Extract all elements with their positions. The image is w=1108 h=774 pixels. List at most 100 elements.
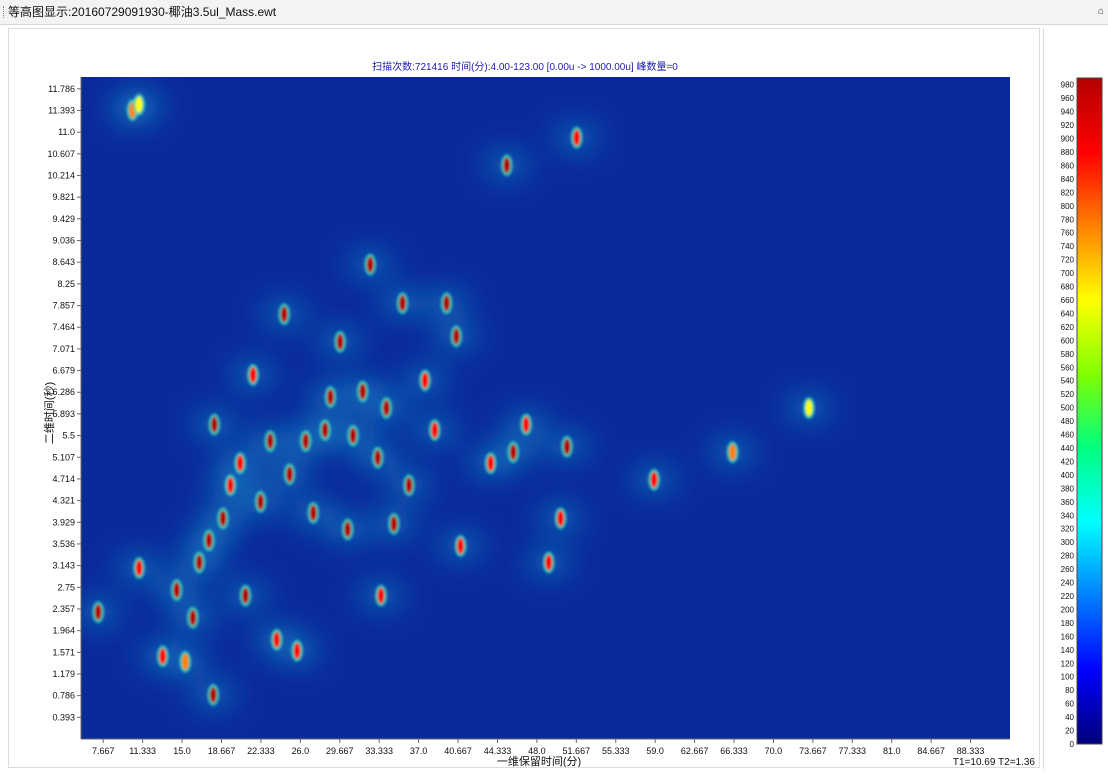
y-axis-label: 二维时间(秒) bbox=[42, 382, 56, 444]
y-tick-label: 8.25 bbox=[57, 279, 75, 289]
x-tick-label: 81.0 bbox=[883, 746, 901, 756]
y-tick-label: 5.107 bbox=[52, 452, 75, 462]
y-tick-label: 9.821 bbox=[52, 192, 75, 202]
y-tick-label: 10.214 bbox=[47, 171, 75, 181]
x-tick-label: 59.0 bbox=[646, 746, 664, 756]
colorbar-tick-label: 360 bbox=[1061, 498, 1075, 507]
peak-mark bbox=[159, 648, 167, 665]
colorbar-tick-label: 600 bbox=[1061, 336, 1075, 345]
peak-mark bbox=[273, 631, 281, 648]
peak-mark bbox=[205, 532, 213, 549]
colorbar-tick-label: 220 bbox=[1061, 592, 1075, 601]
peak-mark bbox=[573, 129, 581, 146]
peak-mark bbox=[377, 587, 385, 604]
x-tick-label: 11.333 bbox=[129, 746, 156, 756]
colorbar-tick-label: 560 bbox=[1061, 363, 1075, 372]
peak-mark bbox=[805, 400, 813, 416]
colorbar-tick-label: 820 bbox=[1061, 188, 1075, 197]
peak-mark bbox=[173, 582, 181, 599]
contour-plot[interactable]: 扫描次数:721416 时间(分):4.00-123.00 [0.00u -> … bbox=[9, 29, 1039, 768]
peak-mark bbox=[286, 466, 294, 483]
peak-mark bbox=[650, 471, 658, 488]
y-tick-label: 1.964 bbox=[52, 626, 75, 636]
colorbar-tick-label: 300 bbox=[1061, 538, 1075, 547]
x-tick-label: 18.667 bbox=[208, 746, 236, 756]
peak-mark bbox=[336, 333, 344, 350]
x-tick-label: 33.333 bbox=[365, 746, 393, 756]
peak-mark bbox=[545, 554, 553, 571]
y-tick-label: 0.786 bbox=[52, 691, 75, 701]
colorbar-tick-label: 160 bbox=[1061, 632, 1075, 641]
peak-mark bbox=[366, 256, 374, 273]
peak-mark bbox=[195, 554, 203, 571]
y-tick-label: 9.036 bbox=[52, 236, 75, 246]
peak-mark bbox=[509, 444, 517, 461]
peak-mark bbox=[522, 416, 530, 433]
y-tick-label: 1.571 bbox=[52, 647, 75, 657]
x-tick-label: 84.667 bbox=[917, 746, 945, 756]
y-tick-label: 8.643 bbox=[52, 257, 75, 267]
colorbar-tick-label: 120 bbox=[1061, 659, 1075, 668]
x-axis: 7.667 11.333 15.0 18.667 22.333 26.0 29.667 33.… bbox=[92, 739, 984, 756]
peak-mark bbox=[382, 400, 390, 416]
peak-mark bbox=[487, 455, 495, 472]
y-tick-label: 10.607 bbox=[47, 149, 75, 159]
colorbar-tick-label: 480 bbox=[1061, 417, 1075, 426]
peak-mark bbox=[226, 477, 234, 494]
colorbar-tick-label: 280 bbox=[1061, 552, 1075, 561]
peak-mark bbox=[135, 559, 143, 576]
colorbar-tick-label: 740 bbox=[1061, 242, 1075, 251]
peak-mark bbox=[398, 295, 406, 312]
y-tick-label: 3.929 bbox=[52, 517, 75, 527]
x-tick-label: 62.667 bbox=[681, 746, 709, 756]
peak-mark bbox=[181, 653, 189, 670]
y-tick-label: 11.393 bbox=[48, 105, 75, 115]
colorbar-tick-label: 880 bbox=[1061, 148, 1075, 157]
y-tick-label: 3.143 bbox=[52, 561, 75, 571]
plot-header: 扫描次数:721416 时间(分):4.00-123.00 [0.00u -> … bbox=[372, 60, 678, 73]
peak-mark bbox=[729, 444, 737, 461]
peak-mark bbox=[457, 537, 465, 554]
colorbar-tick-label: 640 bbox=[1061, 309, 1075, 318]
colorbar-tick-label: 580 bbox=[1061, 350, 1075, 359]
colorbar-tick-label: 620 bbox=[1061, 323, 1075, 332]
peak-mark bbox=[321, 422, 329, 439]
y-tick-label: 7.464 bbox=[52, 322, 75, 332]
x-tick-label: 22.333 bbox=[247, 746, 275, 756]
peak-mark bbox=[219, 510, 227, 527]
x-tick-label: 40.667 bbox=[444, 746, 472, 756]
colorbar-tick-label: 660 bbox=[1061, 296, 1075, 305]
peak-mark bbox=[249, 366, 257, 383]
peak-mark bbox=[344, 521, 352, 538]
window-title-bar: 等高图显示:20160729091930-椰油3.5ul_Mass.ewt ⌂ bbox=[0, 0, 1108, 25]
peak-mark bbox=[326, 388, 334, 405]
y-tick-label: 6.286 bbox=[52, 387, 75, 397]
colorbar-tick-label: 20 bbox=[1065, 727, 1074, 736]
colorbar-tick-label: 860 bbox=[1061, 161, 1075, 170]
y-tick-label: 4.321 bbox=[52, 496, 75, 506]
colorbar-tick-label: 100 bbox=[1061, 673, 1075, 682]
peak-mark bbox=[563, 438, 571, 455]
colorbar-tick-label: 320 bbox=[1061, 525, 1075, 534]
toolbar-grip[interactable] bbox=[3, 6, 5, 18]
y-axis: 11.786 11.393 11.0 10.607 10.214 9.821 9.429 9.… bbox=[47, 84, 81, 722]
colorbar-tick-label: 60 bbox=[1065, 700, 1074, 709]
peak-mark bbox=[503, 157, 511, 174]
y-tick-label: 11.786 bbox=[48, 84, 75, 94]
pin-icon[interactable]: ⌂ bbox=[1097, 6, 1104, 17]
colorbar-tick-label: 720 bbox=[1061, 256, 1075, 265]
peak-mark bbox=[242, 587, 250, 604]
colorbar-tick-label: 900 bbox=[1061, 135, 1075, 144]
colorbar-tick-label: 780 bbox=[1061, 215, 1075, 224]
colorbar-tick-label: 500 bbox=[1061, 404, 1075, 413]
x-tick-label: 77.333 bbox=[839, 746, 867, 756]
colorbar-tick-label: 960 bbox=[1061, 94, 1075, 103]
peak-mark bbox=[280, 306, 288, 323]
peaks-layer bbox=[92, 93, 815, 706]
colorbar-tick-label: 440 bbox=[1061, 444, 1075, 453]
contour-plot-panel: 扫描次数:721416 时间(分):4.00-123.00 [0.00u -> … bbox=[8, 28, 1040, 768]
y-tick-label: 5.5 bbox=[62, 431, 75, 441]
colorbar-tick-label: 420 bbox=[1061, 457, 1075, 466]
peak-mark bbox=[236, 455, 244, 472]
colorbar-tick-label: 520 bbox=[1061, 390, 1075, 399]
